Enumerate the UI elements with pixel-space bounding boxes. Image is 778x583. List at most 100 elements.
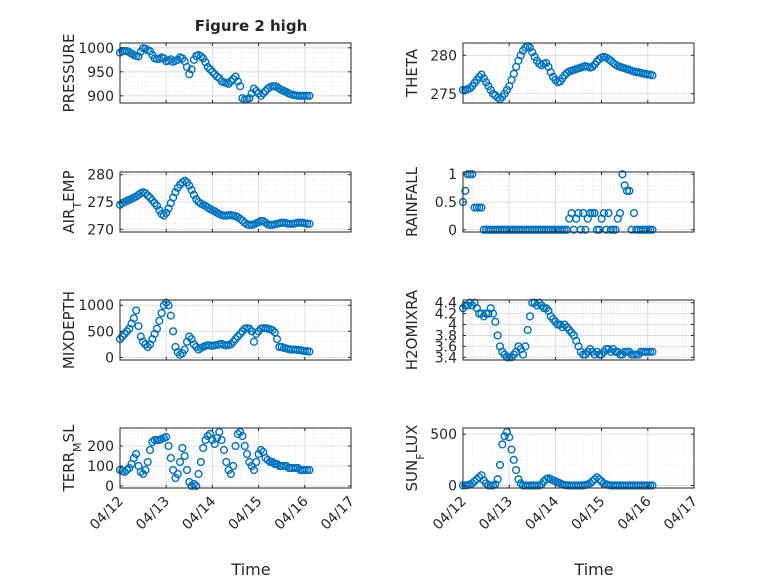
data-point <box>185 70 194 79</box>
data-point <box>588 209 597 218</box>
data-point <box>187 65 196 74</box>
data-point <box>238 431 247 441</box>
data-point <box>194 469 203 479</box>
data-point <box>134 321 143 331</box>
data-point <box>236 427 245 437</box>
y-tick-label: 280 <box>87 168 114 184</box>
data-point <box>523 325 532 335</box>
y-tick-label: 0 <box>448 223 457 239</box>
y-tick-label: 280 <box>430 48 457 64</box>
data-point <box>620 347 629 356</box>
data-point <box>592 473 602 482</box>
data-point <box>175 457 185 467</box>
y-tick-label: 200 <box>87 439 114 455</box>
data-point <box>611 225 620 234</box>
data-point <box>196 52 205 61</box>
data-point <box>152 201 162 210</box>
data-point <box>470 477 479 486</box>
data-point <box>180 345 189 354</box>
data-point <box>305 465 314 475</box>
data-point <box>247 461 256 471</box>
data-point <box>643 347 652 356</box>
data-point <box>622 186 632 195</box>
data-point <box>182 62 192 72</box>
data-point <box>629 209 639 218</box>
data-point <box>268 326 277 335</box>
data-point <box>226 469 235 479</box>
data-point <box>166 453 175 463</box>
data-point <box>491 317 500 326</box>
data-point <box>468 170 477 179</box>
grid-lines <box>462 43 695 103</box>
y-tick-label: 270 <box>87 222 114 238</box>
data-point <box>171 473 180 483</box>
data-point <box>609 225 618 234</box>
data-point <box>305 91 314 100</box>
data-series <box>115 298 314 359</box>
y-tick-label: 0 <box>105 350 114 366</box>
grid-lines <box>462 300 695 360</box>
data-point <box>646 481 655 490</box>
data-point <box>625 186 634 195</box>
y-tick-label: 1000 <box>78 298 114 314</box>
data-point <box>120 47 129 56</box>
y-tick-label: 0.5 <box>435 195 457 211</box>
data-point <box>472 203 481 212</box>
data-point <box>199 443 208 453</box>
data-point <box>648 225 657 234</box>
data-point <box>201 58 210 67</box>
y-tick-label: 4.2 <box>435 307 457 323</box>
y-tick-label: 900 <box>87 89 114 105</box>
data-point <box>136 467 145 477</box>
y-tick-label: 950 <box>87 65 114 81</box>
data-point <box>525 312 535 321</box>
data-point <box>604 209 613 218</box>
data-point <box>475 203 484 212</box>
data-point <box>164 301 173 310</box>
data-point <box>646 347 655 356</box>
data-point <box>477 203 486 212</box>
data-point <box>129 453 138 463</box>
data-point <box>599 209 609 218</box>
y-tick-label: 100 <box>87 459 114 475</box>
data-point <box>203 62 212 72</box>
data-point <box>222 457 231 467</box>
data-point <box>585 479 595 488</box>
data-point <box>173 469 182 479</box>
data-series <box>458 298 657 362</box>
data-point <box>205 65 215 74</box>
data-point <box>528 48 537 57</box>
data-point <box>155 316 164 325</box>
subplot-7: 04/12 04/13 04/14 04/15 04/16 04/170100200TER… <box>60 424 358 533</box>
data-point <box>629 350 639 359</box>
data-point <box>122 465 132 475</box>
axes-box <box>119 42 352 104</box>
data-point <box>493 331 502 340</box>
data-point <box>245 94 254 103</box>
data-point <box>546 68 555 77</box>
grid-lines <box>462 172 695 232</box>
data-point <box>502 353 511 362</box>
data-point <box>229 461 238 471</box>
data-point <box>305 219 314 228</box>
axes-box <box>462 42 695 104</box>
data-point <box>585 209 595 218</box>
data-point <box>217 435 226 445</box>
data-point <box>516 51 525 60</box>
data-point <box>240 441 249 451</box>
data-point <box>231 441 240 451</box>
data-point <box>132 449 141 459</box>
data-point <box>185 477 194 487</box>
data-point <box>208 435 217 445</box>
data-series <box>458 170 657 234</box>
x-axis-label-left: Time <box>230 560 270 579</box>
data-point <box>252 86 261 96</box>
data-point <box>162 432 171 442</box>
data-point <box>525 43 535 52</box>
data-point <box>574 209 583 218</box>
y-tick-label: 275 <box>430 87 457 103</box>
data-point <box>143 457 152 467</box>
data-point <box>132 306 141 315</box>
